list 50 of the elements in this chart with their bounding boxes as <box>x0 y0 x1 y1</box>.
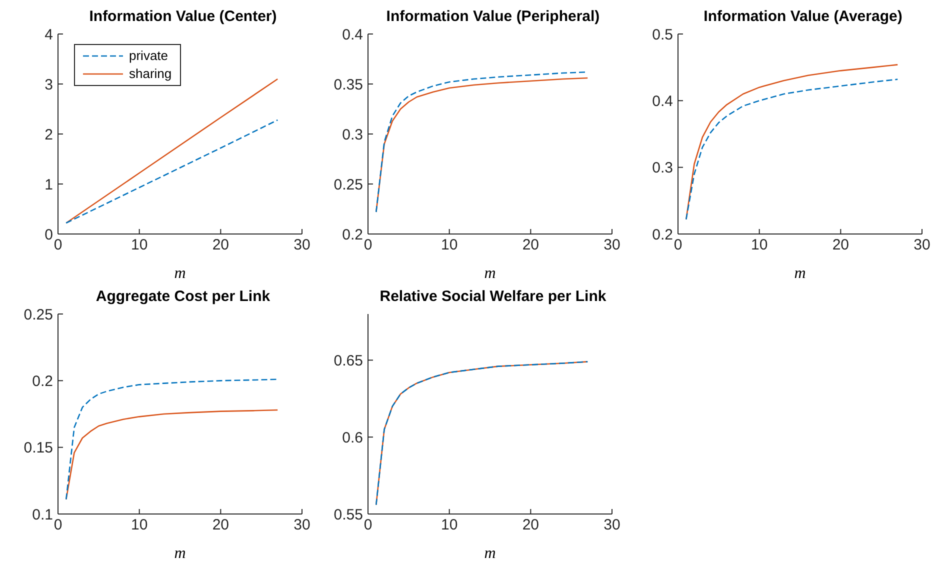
x-axis-title: m <box>174 265 186 282</box>
y-tick-label: 0.55 <box>334 506 363 524</box>
y-tick-label: 0.15 <box>24 440 53 457</box>
line-series <box>375 361 588 506</box>
y-tick-label: 0.25 <box>334 176 363 194</box>
x-axis-title: m <box>174 545 186 562</box>
x-tick-label: 30 <box>914 236 930 254</box>
y-tick-label: 0.35 <box>334 76 363 94</box>
x-tick-label: 20 <box>212 236 230 254</box>
y-tick-label: 0.65 <box>334 352 363 370</box>
legend-label: sharing <box>129 65 172 83</box>
y-tick-label: 1 <box>44 176 53 194</box>
legend-label: private <box>129 47 168 65</box>
chart-title: Relative Social Welfare per Link <box>378 288 608 305</box>
x-tick-label: 30 <box>294 516 310 534</box>
y-tick-label: 4 <box>44 26 53 44</box>
y-tick-label: 0.4 <box>342 26 363 44</box>
y-tick-label: 0.2 <box>342 226 363 244</box>
y-tick-label: 2 <box>44 126 53 144</box>
x-tick-label: 10 <box>130 516 148 534</box>
y-tick-label: 0.2 <box>32 372 53 390</box>
y-tick-label: 0.4 <box>652 92 673 110</box>
x-tick-label: 20 <box>212 516 230 534</box>
x-axis-title: m <box>484 545 496 562</box>
y-tick-label: 0.3 <box>342 126 363 144</box>
x-tick-label: 20 <box>522 516 540 534</box>
y-tick-label: 0.5 <box>652 26 673 44</box>
y-tick-label: 3 <box>44 76 53 94</box>
x-axis-title: m <box>794 265 806 282</box>
x-tick-label: 30 <box>604 236 620 254</box>
x-tick-label: 20 <box>832 236 850 254</box>
y-tick-label: 0.1 <box>32 506 53 524</box>
chart-title: Information Value (Center) <box>88 8 278 25</box>
chart-title: Aggregate Cost per Link <box>94 288 272 305</box>
x-tick-label: 10 <box>750 236 768 254</box>
chart-title: Information Value (Peripheral) <box>385 8 601 25</box>
y-tick-label: 0.3 <box>652 160 673 177</box>
y-tick-label: 0.6 <box>342 429 363 446</box>
x-tick-label: 10 <box>130 236 148 254</box>
x-tick-label: 30 <box>604 516 620 534</box>
x-tick-label: 30 <box>294 236 310 254</box>
line-series <box>65 119 278 224</box>
x-tick-label: 10 <box>440 236 458 254</box>
y-tick-label: 0.2 <box>652 226 673 244</box>
line-series <box>65 378 278 500</box>
x-tick-label: 20 <box>522 236 540 254</box>
chart-title: Information Value (Average) <box>702 8 904 25</box>
x-axis-title: m <box>484 265 496 282</box>
x-tick-label: 10 <box>440 516 458 534</box>
y-tick-label: 0.25 <box>24 306 53 324</box>
